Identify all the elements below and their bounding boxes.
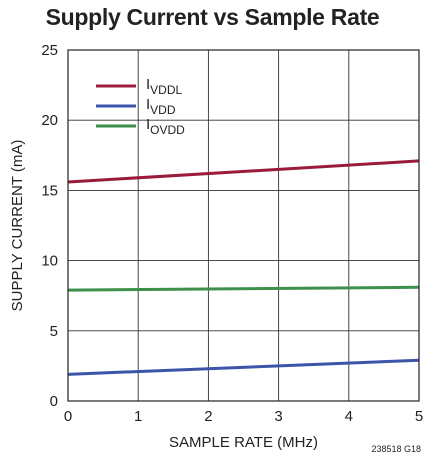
y-tick-label: 20 bbox=[41, 112, 58, 129]
y-tick-label: 10 bbox=[41, 253, 58, 270]
y-tick-label: 15 bbox=[41, 182, 58, 199]
x-tick-label: 5 bbox=[415, 408, 423, 425]
figure-note: 238518 G18 bbox=[371, 444, 421, 454]
y-tick-labels: 0 5 10 15 20 25 bbox=[41, 42, 58, 410]
series-line-vdd bbox=[67, 358, 420, 376]
legend-label-vddl: IVDDL bbox=[146, 76, 183, 97]
x-tick-label: 3 bbox=[274, 408, 282, 425]
legend-label-ovdd: IOVDD bbox=[146, 116, 185, 137]
series-line-ovdd bbox=[67, 285, 420, 292]
x-axis-title: SAMPLE RATE (MHz) bbox=[169, 434, 318, 451]
y-tick-label: 0 bbox=[50, 393, 58, 410]
x-tick-label: 4 bbox=[345, 408, 353, 425]
grid bbox=[67, 49, 420, 402]
legend-label-vdd: IVDD bbox=[146, 96, 176, 117]
series-lines bbox=[67, 159, 420, 376]
chart-title: Supply Current vs Sample Rate bbox=[45, 4, 380, 30]
x-tick-label: 2 bbox=[204, 408, 212, 425]
x-tick-label: 0 bbox=[64, 408, 72, 425]
x-tick-labels: 0 1 2 3 4 5 bbox=[64, 408, 423, 425]
series-line-vddl bbox=[67, 159, 420, 184]
y-axis-title: SUPPLY CURRENT (mA) bbox=[9, 140, 26, 312]
y-tick-label: 5 bbox=[50, 323, 58, 340]
x-tick-label: 1 bbox=[134, 408, 142, 425]
y-tick-label: 25 bbox=[41, 42, 58, 59]
plot-frame bbox=[67, 49, 420, 402]
